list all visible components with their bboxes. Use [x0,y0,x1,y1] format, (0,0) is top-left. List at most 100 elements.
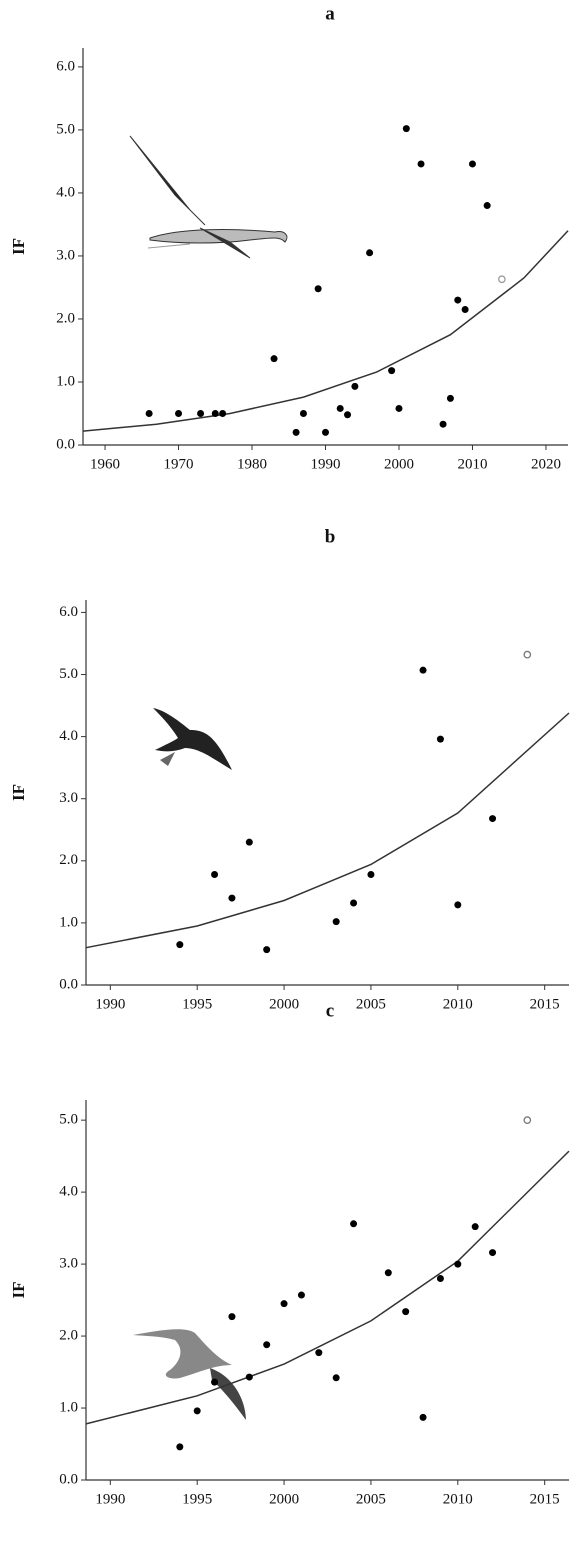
x-tick-label: 2010 [443,996,473,1012]
data-point [388,367,396,375]
highlight-point [523,650,532,659]
x-tick-label: 1990 [311,456,341,472]
y-axis-label: IF [9,1282,28,1299]
data-point [332,1374,340,1382]
y-tick-label: 4.0 [59,1184,78,1200]
data-point [228,1313,236,1321]
y-tick-label: 4.0 [56,184,75,200]
data-point [367,870,375,878]
data-point [314,285,322,293]
data-point [280,1300,288,1308]
x-tick-label: 2000 [269,996,299,1012]
data-point [436,735,444,743]
x-tick-label: 1995 [182,996,212,1012]
data-point [350,1220,358,1228]
y-tick-label: 5.0 [59,1112,78,1128]
data-point [292,428,300,436]
data-point [417,160,425,168]
data-point [336,404,344,412]
data-point [461,306,469,314]
data-point [332,918,340,926]
panel-title: c [326,1000,334,1021]
y-tick-label: 0.0 [59,976,78,992]
y-tick-label: 1.0 [59,1399,78,1415]
data-point [211,1378,219,1386]
x-tick-label: 2005 [356,996,386,1012]
x-tick-label: 2000 [269,1491,299,1507]
data-point [175,409,183,417]
y-axis-label: IF [9,238,28,255]
fit-curve [85,712,570,949]
data-point [219,409,227,417]
y-tick-label: 2.0 [56,310,75,326]
data-point [471,1223,479,1231]
data-point [395,404,403,412]
x-tick-label: 1990 [95,1491,125,1507]
y-tick-label: 2.0 [59,852,78,868]
x-tick-label: 2010 [457,456,487,472]
y-tick-label: 0.0 [56,436,75,452]
y-tick-label: 6.0 [59,604,78,620]
data-point [344,411,352,419]
data-point [263,946,271,954]
bird-shearwater [153,708,232,770]
data-point [263,1341,271,1349]
y-tick-label: 1.0 [56,373,75,389]
data-point [176,1443,184,1451]
panel-title: b [325,526,336,547]
data-point [446,394,454,402]
x-tick-label: 1995 [182,1491,212,1507]
data-point [454,901,462,909]
data-point [245,1373,253,1381]
y-tick-label: 3.0 [59,1256,78,1272]
data-point [454,296,462,304]
y-tick-label: 1.0 [59,914,78,930]
data-point [145,409,153,417]
y-tick-label: 5.0 [59,666,78,682]
data-point [193,1407,201,1415]
y-tick-label: 3.0 [59,790,78,806]
x-tick-label: 2005 [356,1491,386,1507]
fit-curve [82,230,569,432]
x-tick-label: 2000 [384,456,414,472]
y-tick-label: 3.0 [56,247,75,263]
data-point [315,1349,323,1357]
data-point [419,666,427,674]
highlight-point [523,1116,532,1125]
data-point [322,428,329,436]
data-point [483,202,491,210]
data-point [366,249,374,257]
data-point [384,1269,392,1277]
x-tick-label: 1980 [237,456,267,472]
data-point [439,420,447,428]
data-point [245,838,253,846]
data-point [489,815,497,823]
data-point [211,409,219,417]
data-point [228,894,236,902]
data-point [176,941,184,949]
y-tick-label: 4.0 [59,728,78,744]
data-point [270,355,278,363]
x-tick-label: 2015 [530,1491,560,1507]
data-point [351,382,359,390]
x-tick-label: 1990 [95,996,125,1012]
y-tick-label: 2.0 [59,1327,78,1343]
y-tick-label: 6.0 [56,58,75,74]
y-tick-label: 5.0 [56,121,75,137]
y-axis-label: IF [9,784,28,801]
bird-gull [133,1329,246,1420]
data-point [299,409,307,417]
data-point [211,870,219,878]
data-point [402,1308,410,1316]
x-tick-label: 2010 [443,1491,473,1507]
x-tick-label: 1970 [164,456,194,472]
x-tick-label: 2020 [531,456,561,472]
data-point [454,1260,462,1268]
data-point [197,409,205,417]
x-tick-label: 1960 [90,456,120,472]
data-point [297,1291,305,1299]
data-point [468,160,476,168]
y-tick-label: 0.0 [59,1471,78,1487]
panel-title: a [325,3,335,24]
